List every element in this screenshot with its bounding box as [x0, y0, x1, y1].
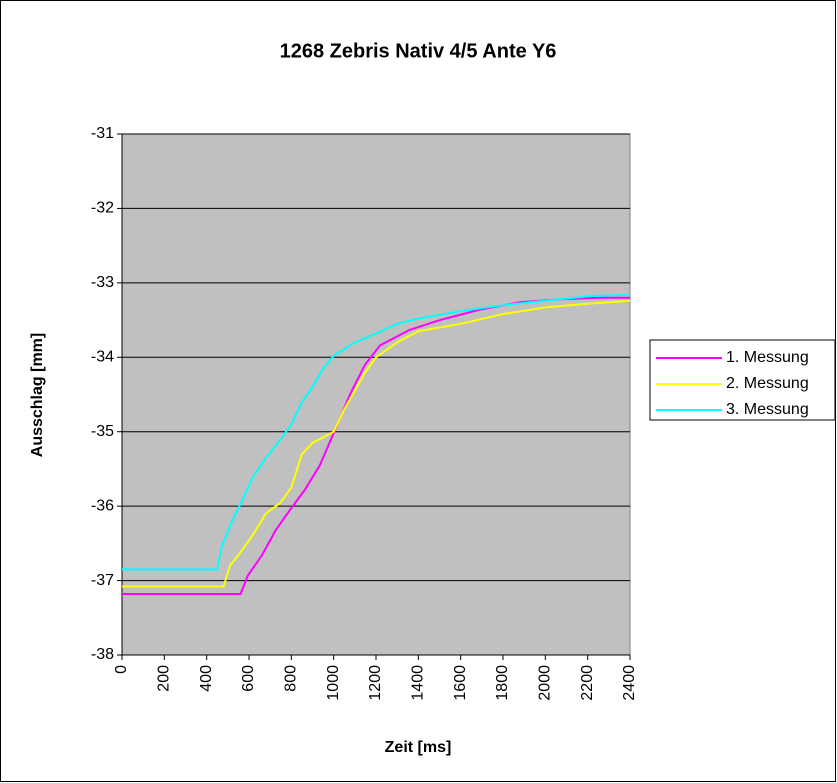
y-tick-label: -35: [91, 423, 114, 440]
x-tick-label: 1000: [325, 665, 342, 701]
plot-area: [121, 133, 631, 656]
y-tick-label: -32: [91, 200, 114, 217]
y-axis-label: Ausschlag [mm]: [29, 333, 46, 457]
x-tick-label: 2000: [537, 665, 554, 701]
legend-label: 2. Messung: [726, 375, 809, 392]
legend-label: 1. Messung: [726, 349, 809, 366]
legend: [649, 339, 836, 421]
x-tick-label: 200: [156, 665, 173, 692]
y-tick-label: -33: [91, 274, 114, 291]
series-line: [122, 296, 630, 595]
x-tick-label: 800: [283, 665, 300, 692]
y-tick-label: -37: [91, 572, 114, 589]
y-tick-label: -34: [91, 349, 114, 366]
series-line: [122, 293, 631, 571]
x-tick-label: 0: [113, 665, 130, 674]
x-tick-label: 400: [198, 665, 215, 692]
legend-label: 3. Messung: [726, 401, 809, 418]
x-tick-label: 2200: [579, 665, 596, 701]
x-tick-label: 1600: [452, 665, 469, 701]
x-tick-label: 1200: [367, 665, 384, 701]
y-tick-label: -36: [91, 497, 114, 514]
x-tick-label: 2400: [621, 665, 638, 701]
x-tick-label: 1800: [494, 665, 511, 701]
x-tick-label: 600: [240, 665, 257, 692]
y-tick-label: -38: [91, 646, 114, 663]
x-axis-label: Zeit [ms]: [385, 739, 452, 756]
x-tick-label: 1400: [410, 665, 427, 701]
chart-title: 1268 Zebris Nativ 4/5 Ante Y6: [280, 40, 557, 62]
y-tick-label: -31: [91, 125, 114, 142]
series-line: [122, 299, 631, 588]
